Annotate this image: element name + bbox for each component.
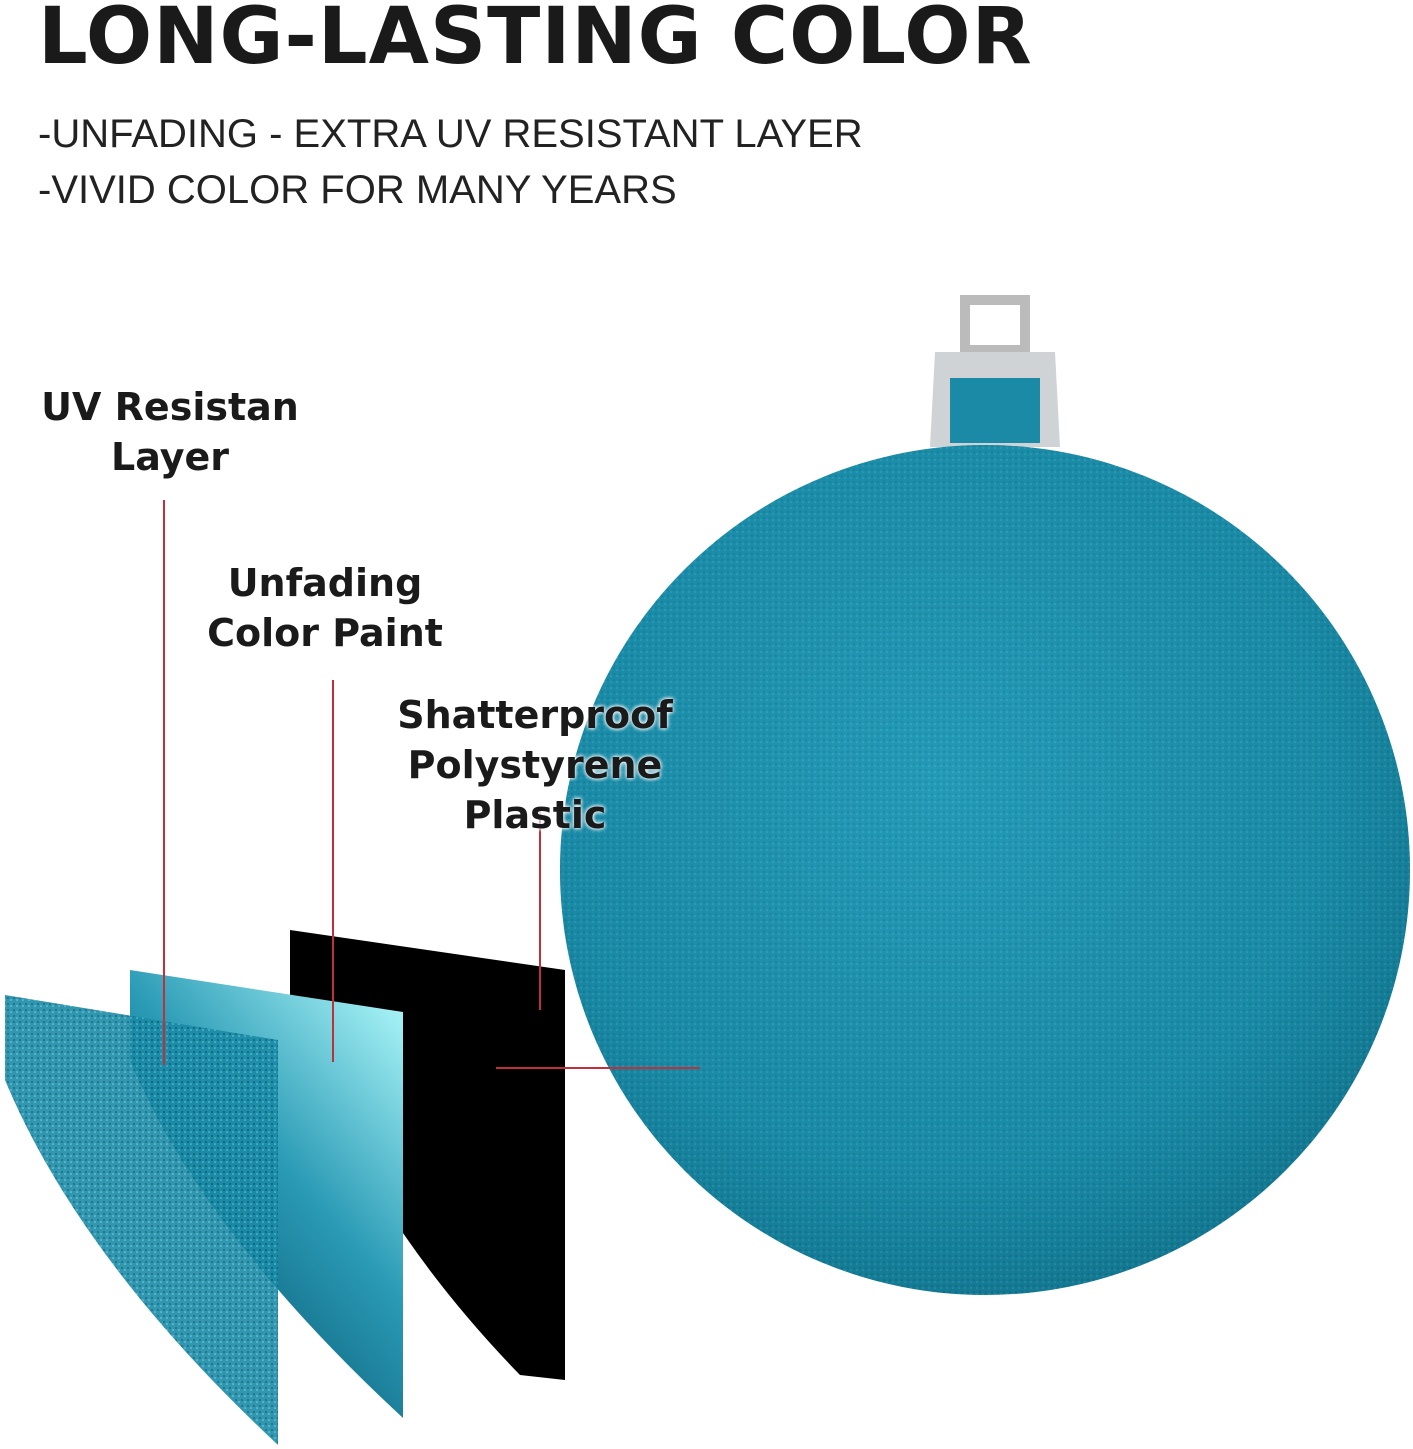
label-paint: Unfading Color Paint [180, 558, 470, 658]
label-line: Unfading [227, 561, 423, 605]
label-plastic: Shatterproof Polystyrene Plastic [330, 690, 740, 840]
label-line: Color Paint [207, 611, 443, 655]
uv-layer [5, 995, 278, 1445]
label-line: UV Resistan [41, 385, 299, 429]
bullet-2: -VIVID COLOR FOR MANY YEARS [38, 168, 677, 212]
heading: LONG-LASTING COLOR [38, 0, 1033, 82]
label-line: Layer [111, 435, 229, 479]
ornament-cap [930, 295, 1060, 447]
bullet-1: -UNFADING - EXTRA UV RESISTANT LAYER [38, 112, 863, 156]
leader-lines [163, 500, 700, 1069]
label-line: Polystyrene Plastic [407, 743, 663, 837]
label-uv-layer: UV Resistan Layer [30, 382, 310, 482]
label-line: Shatterproof [397, 693, 673, 737]
